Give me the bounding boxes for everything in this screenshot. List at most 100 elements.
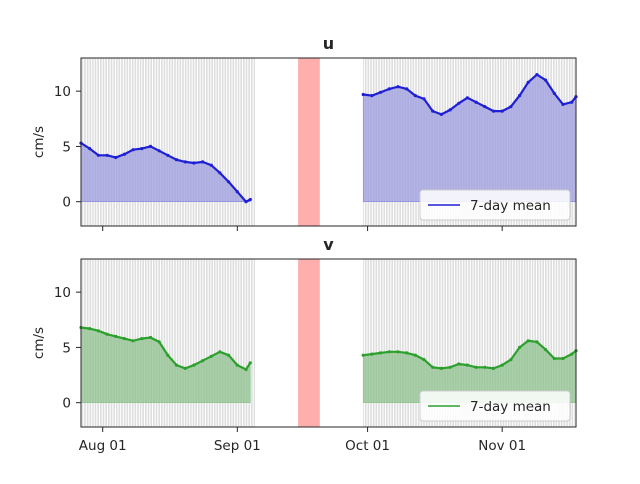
highlight-span bbox=[298, 259, 320, 427]
mean-point bbox=[439, 366, 443, 370]
y-axis-label: cm/s bbox=[31, 327, 47, 359]
mean-point bbox=[201, 160, 205, 164]
mean-point bbox=[105, 332, 109, 336]
mean-point bbox=[518, 94, 522, 98]
mean-point bbox=[526, 80, 530, 84]
mean-point bbox=[448, 108, 452, 112]
mean-point bbox=[570, 100, 574, 104]
mean-point bbox=[413, 353, 417, 357]
mean-point bbox=[431, 109, 435, 113]
panel-title: u bbox=[323, 34, 334, 53]
mean-point bbox=[148, 144, 153, 148]
mean-point bbox=[396, 85, 400, 89]
highlight-span bbox=[298, 58, 320, 226]
mean-point bbox=[465, 96, 469, 100]
mean-point bbox=[387, 350, 391, 354]
mean-point bbox=[561, 102, 565, 106]
mean-point bbox=[192, 363, 196, 367]
mean-point bbox=[526, 339, 530, 343]
mean-point bbox=[483, 105, 487, 109]
legend: 7-day mean bbox=[419, 390, 571, 422]
mean-point bbox=[422, 358, 426, 362]
mean-point bbox=[500, 363, 504, 367]
mean-point bbox=[131, 148, 135, 152]
mean-point bbox=[552, 356, 556, 361]
mean-point bbox=[552, 91, 556, 95]
mean-point bbox=[370, 94, 374, 98]
mean-point bbox=[209, 163, 213, 167]
mean-point bbox=[361, 353, 365, 357]
mean-point bbox=[114, 334, 118, 338]
y-tick-label: 0 bbox=[62, 396, 71, 412]
mean-point bbox=[491, 109, 496, 113]
mean-point bbox=[431, 365, 435, 369]
mean-point bbox=[544, 78, 548, 82]
mean-point bbox=[183, 366, 187, 370]
mean-point bbox=[140, 337, 144, 341]
mean-point bbox=[166, 153, 170, 157]
mean-point bbox=[500, 109, 504, 113]
mean-point bbox=[370, 352, 374, 356]
mean-point bbox=[235, 190, 239, 194]
y-tick-label: 10 bbox=[54, 285, 71, 301]
mean-point bbox=[474, 100, 478, 104]
mean-point bbox=[131, 339, 135, 343]
mean-point bbox=[157, 149, 161, 153]
mean-point bbox=[114, 155, 118, 160]
mean-point bbox=[405, 351, 409, 355]
mean-point bbox=[105, 153, 109, 157]
mean-point bbox=[218, 350, 222, 354]
mean-point bbox=[491, 366, 496, 370]
mean-point bbox=[166, 353, 170, 357]
mean-point bbox=[183, 160, 187, 164]
panel-title: v bbox=[323, 235, 334, 254]
mean-point bbox=[361, 92, 365, 97]
mean-point bbox=[439, 112, 443, 116]
mean-point bbox=[483, 365, 487, 369]
x-tick-label: Sep 01 bbox=[214, 438, 261, 454]
mean-point bbox=[122, 337, 126, 341]
mean-point bbox=[192, 161, 196, 165]
y-axis-label: cm/s bbox=[31, 126, 47, 158]
mean-point bbox=[422, 97, 426, 101]
mean-point bbox=[387, 87, 391, 91]
mean-point bbox=[379, 351, 383, 355]
mean-point bbox=[561, 356, 565, 361]
panel-v: 0 5 10 Aug 01 Sep 01 Oct 01 Nov 01 v cm/s 7-day m… bbox=[31, 235, 578, 454]
panel-u: 0 5 10 u cm/s 7-day mean bbox=[31, 34, 578, 231]
mean-point bbox=[96, 153, 100, 157]
mean-point bbox=[140, 147, 144, 151]
mean-point bbox=[148, 335, 153, 340]
axes-frame bbox=[80, 57, 577, 227]
mean-point bbox=[448, 365, 452, 369]
legend-box bbox=[419, 390, 571, 422]
mean-point bbox=[474, 365, 478, 369]
mean-point bbox=[174, 363, 179, 367]
mean-point bbox=[535, 73, 539, 77]
axes-frame bbox=[80, 258, 577, 428]
mean-point bbox=[209, 354, 213, 358]
mean-point bbox=[457, 362, 461, 366]
mean-point bbox=[201, 359, 205, 363]
mean-point bbox=[509, 358, 513, 362]
mean-point bbox=[227, 353, 231, 357]
mean-point bbox=[227, 180, 231, 184]
mean-point bbox=[88, 327, 92, 331]
mean-point bbox=[457, 101, 461, 105]
mean-point bbox=[122, 152, 126, 156]
mean-point bbox=[379, 90, 383, 94]
mean-point bbox=[509, 105, 513, 109]
mean-point bbox=[465, 363, 469, 367]
mean-point bbox=[544, 348, 548, 352]
mean-point bbox=[96, 329, 100, 333]
mean-point bbox=[248, 197, 252, 202]
y-tick-label: 5 bbox=[62, 139, 71, 155]
legend: 7-day mean bbox=[419, 189, 571, 221]
mean-point bbox=[88, 147, 92, 151]
mean-point bbox=[535, 340, 539, 344]
y-tick-label: 0 bbox=[62, 195, 71, 211]
mean-point bbox=[248, 361, 252, 365]
mean-point bbox=[235, 363, 239, 367]
